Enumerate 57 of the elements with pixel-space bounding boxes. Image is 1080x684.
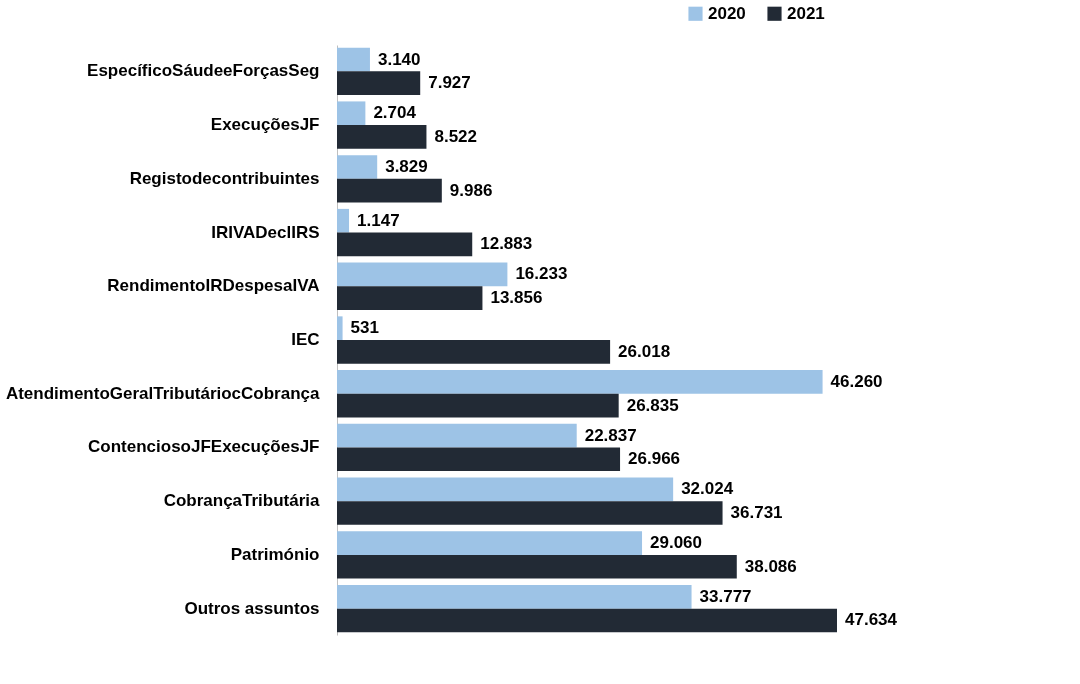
data-label: 26.835	[626, 395, 679, 415]
legend-label: 2021	[787, 3, 825, 23]
data-label: 22.837	[584, 425, 637, 445]
y-tick-label: EspecíficoSáudeeForçasSeg	[87, 61, 320, 81]
bar	[337, 262, 508, 287]
data-label: 38.086	[744, 556, 797, 576]
bar	[337, 155, 378, 179]
bar	[337, 423, 577, 448]
data-label: 2.704	[373, 103, 417, 123]
data-label: 8.522	[434, 126, 477, 146]
y-tick-label: RendimentoIRDespesaIVA	[107, 276, 320, 296]
bar	[337, 316, 343, 340]
data-label: 26.966	[628, 449, 681, 469]
data-label: 13.856	[490, 288, 543, 308]
y-tick-label: AtendimentoGeralTributáriocCobrança	[5, 383, 321, 403]
y-tick-label: CobrançaTributária	[163, 491, 321, 511]
data-label: 26.018	[618, 341, 671, 361]
bar	[337, 286, 483, 310]
data-label: 46.260	[830, 371, 883, 391]
bar	[337, 554, 737, 579]
data-label: 32.024	[681, 479, 734, 499]
data-label: 3.829	[385, 156, 428, 176]
y-tick-label: Registodecontribuintes	[129, 168, 320, 188]
data-label: 531	[350, 318, 379, 338]
data-label: 12.883	[480, 234, 533, 254]
data-label: 3.140	[377, 49, 421, 69]
bar	[337, 71, 421, 95]
bar	[337, 370, 823, 394]
bar	[337, 232, 473, 257]
data-label: 7.927	[428, 73, 471, 93]
bar	[337, 447, 621, 472]
y-tick-label: Património	[230, 544, 320, 564]
y-tick-label: IEC	[291, 330, 320, 349]
y-tick-label: Outros assuntos	[184, 598, 320, 618]
bar	[337, 501, 723, 525]
data-label: 29.060	[650, 533, 703, 553]
data-label: 33.777	[699, 586, 752, 606]
bar	[337, 585, 692, 609]
bar	[337, 178, 442, 203]
bar	[337, 101, 366, 126]
data-label: 1.147	[357, 210, 400, 230]
y-tick-label: ContenciosoJFExecuçõesJF	[88, 437, 320, 457]
bar	[337, 47, 370, 72]
bar	[337, 477, 674, 502]
bar	[337, 340, 611, 364]
data-label: 36.731	[730, 503, 783, 523]
data-label: 47.634	[845, 610, 898, 630]
data-label: 9.986	[449, 180, 493, 200]
bar	[337, 208, 350, 233]
data-label: 16.233	[515, 264, 568, 284]
legend-label: 2020	[708, 3, 746, 23]
bar	[337, 125, 427, 149]
bar	[337, 393, 619, 418]
bar	[337, 608, 837, 633]
y-tick-label: ExecuçõesJF	[210, 115, 320, 135]
y-tick-label: IRIVADeclIRS	[211, 222, 320, 242]
bar	[337, 531, 643, 555]
